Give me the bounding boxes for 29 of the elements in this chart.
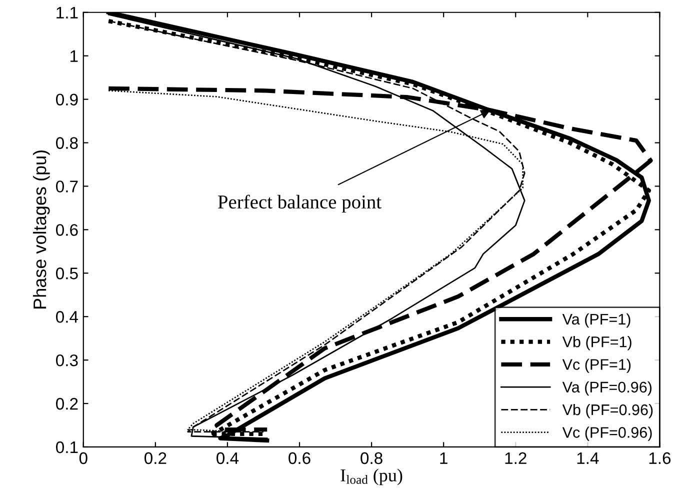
y-axis-title: Phase voltages (pu) — [32, 150, 50, 308]
y-tick-label: 0.1 — [56, 441, 78, 454]
x-tick-label: 0.6 — [288, 452, 310, 464]
x-tick-label: 1.6 — [649, 452, 671, 464]
legend-label: Vc (PF=0.96) — [562, 426, 652, 441]
legend-label: Vb (PF=1) — [562, 336, 632, 350]
y-tick-label: 1 — [70, 50, 78, 62]
y-tick-label: 0.4 — [56, 311, 78, 323]
y-tick-label: 0.7 — [56, 180, 78, 192]
y-tick-label: 0.9 — [56, 94, 78, 106]
annotation: Perfect balance point — [218, 194, 382, 213]
x-tick-label: 1.4 — [577, 452, 599, 464]
x-tick-label: 0.8 — [360, 452, 382, 464]
x-tick-label: 1 — [440, 452, 448, 464]
x-tick-label: 0 — [79, 452, 88, 464]
legend-label: Va (PF=0.96) — [562, 381, 652, 396]
x-tick-label: 0.2 — [144, 452, 166, 464]
x-tick-label: 1.2 — [505, 452, 526, 464]
legend-label: Va (PF=1) — [562, 313, 630, 328]
legend-label: Vc (PF=1) — [562, 358, 631, 373]
y-tick-label: 0.3 — [56, 354, 78, 366]
legend-label: Vb (PF=0.96) — [562, 404, 653, 418]
y-tick-label: 0.6 — [56, 224, 78, 236]
y-tick-label: 0.5 — [56, 268, 78, 280]
y-tick-label: 1.1 — [56, 6, 78, 18]
x-tick-label: 0.4 — [216, 452, 239, 464]
y-tick-label: 0.8 — [56, 137, 78, 149]
x-axis-title: I$_{load}$ (pu) — [340, 468, 402, 486]
y-tick-label: 0.2 — [56, 398, 78, 410]
